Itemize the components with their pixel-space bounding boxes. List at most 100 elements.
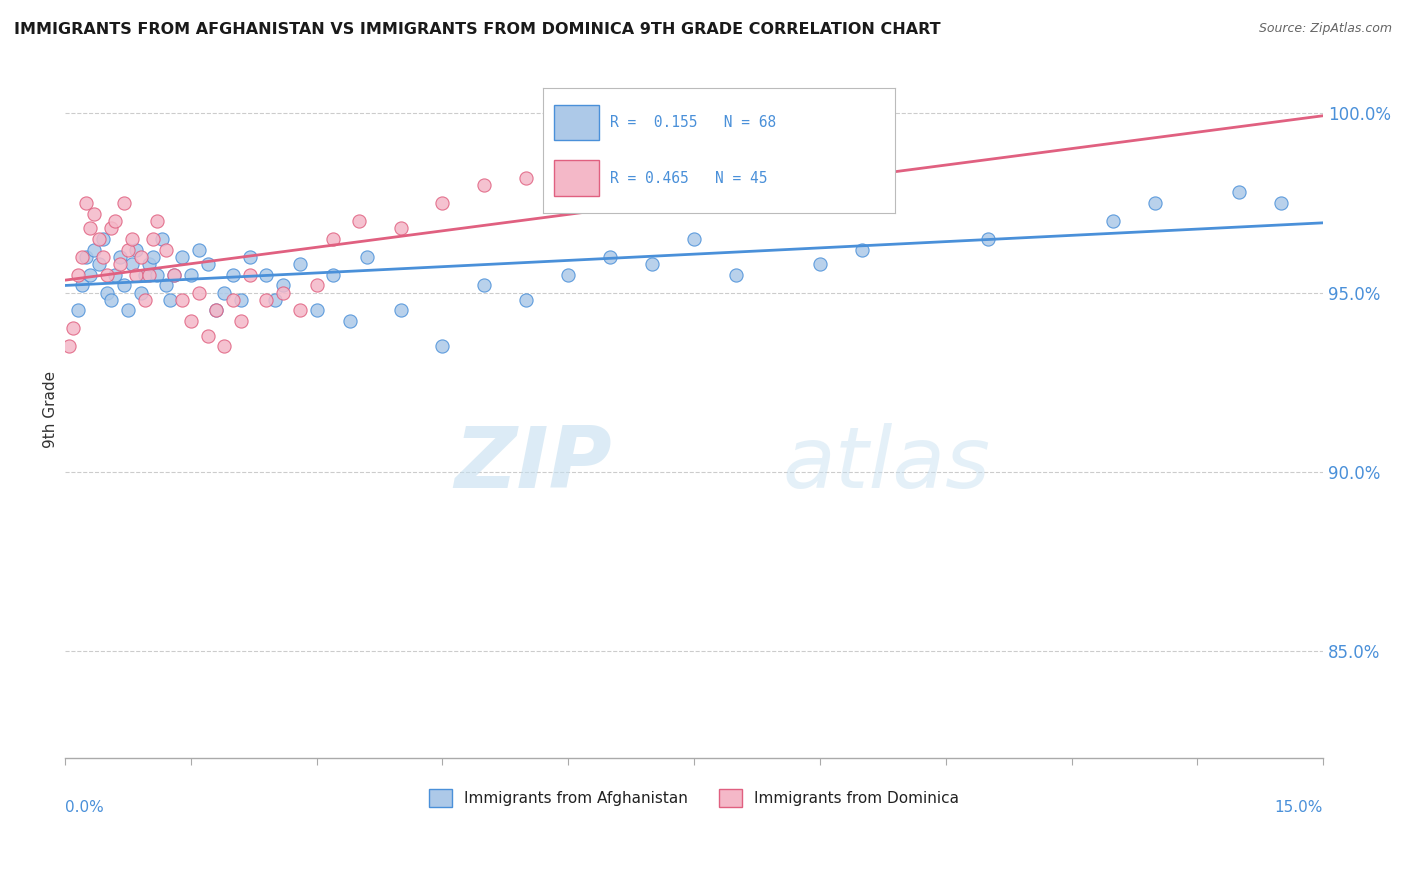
Point	[62, 321, 84, 335]
Point	[70, 278, 93, 293]
Point	[142, 250, 165, 264]
Y-axis label: 9th Grade: 9th Grade	[44, 370, 58, 448]
Point	[66, 268, 89, 282]
Point	[1144, 196, 1167, 211]
Point	[100, 293, 122, 307]
Point	[87, 232, 110, 246]
Point	[347, 214, 370, 228]
Point	[222, 268, 245, 282]
Text: IMMIGRANTS FROM AFGHANISTAN VS IMMIGRANTS FROM DOMINICA 9TH GRADE CORRELATION CH: IMMIGRANTS FROM AFGHANISTAN VS IMMIGRANT…	[14, 22, 941, 37]
Point	[155, 243, 177, 257]
Point	[180, 268, 202, 282]
Point	[641, 257, 664, 271]
Point	[66, 303, 89, 318]
Point	[112, 278, 135, 293]
Point	[129, 285, 152, 300]
Point	[150, 232, 173, 246]
Point	[214, 339, 236, 353]
Text: 0.0%: 0.0%	[65, 800, 104, 815]
Point	[322, 268, 344, 282]
Point	[121, 257, 143, 271]
Point	[851, 243, 873, 257]
Point	[104, 268, 127, 282]
Point	[79, 221, 101, 235]
Point	[188, 243, 211, 257]
Point	[683, 232, 706, 246]
Point	[117, 303, 139, 318]
Point	[108, 250, 131, 264]
Point	[159, 293, 181, 307]
Point	[976, 232, 998, 246]
Point	[263, 293, 285, 307]
Point	[146, 268, 169, 282]
Point	[808, 257, 831, 271]
Point	[83, 243, 105, 257]
Point	[222, 293, 245, 307]
Point	[271, 278, 294, 293]
Point	[75, 250, 97, 264]
Point	[134, 268, 156, 282]
Point	[322, 232, 344, 246]
Point	[254, 268, 277, 282]
Point	[356, 250, 378, 264]
Point	[724, 268, 747, 282]
Point	[389, 303, 412, 318]
Point	[188, 285, 211, 300]
Point	[58, 339, 80, 353]
Point	[271, 285, 294, 300]
Point	[432, 339, 454, 353]
Point	[87, 257, 110, 271]
Point	[125, 243, 148, 257]
Point	[104, 214, 127, 228]
Point	[155, 278, 177, 293]
Point	[91, 232, 114, 246]
Point	[163, 268, 186, 282]
Point	[474, 178, 496, 192]
Point	[254, 293, 277, 307]
Point	[142, 232, 165, 246]
Point	[197, 257, 219, 271]
Point	[1270, 196, 1292, 211]
Point	[305, 303, 328, 318]
Point	[557, 268, 579, 282]
Point	[121, 232, 143, 246]
Point	[389, 221, 412, 235]
Point	[1227, 185, 1250, 199]
Point	[79, 268, 101, 282]
Point	[112, 196, 135, 211]
Point	[96, 285, 118, 300]
Point	[432, 196, 454, 211]
Point	[599, 160, 621, 174]
Point	[125, 268, 148, 282]
Point	[75, 196, 97, 211]
Point	[197, 328, 219, 343]
Point	[83, 207, 105, 221]
Point	[91, 250, 114, 264]
Point	[305, 278, 328, 293]
Point	[205, 303, 228, 318]
Point	[231, 293, 253, 307]
Text: ZIP: ZIP	[454, 424, 613, 507]
Point	[134, 293, 156, 307]
Point	[172, 293, 194, 307]
Point	[557, 196, 579, 211]
Point	[288, 257, 311, 271]
Point	[138, 268, 160, 282]
Point	[239, 268, 262, 282]
Point	[180, 314, 202, 328]
Point	[108, 257, 131, 271]
Text: atlas: atlas	[782, 424, 990, 507]
Point	[100, 221, 122, 235]
Point	[205, 303, 228, 318]
Point	[239, 250, 262, 264]
Point	[1102, 214, 1125, 228]
Point	[474, 278, 496, 293]
Point	[231, 314, 253, 328]
Point	[214, 285, 236, 300]
Point	[117, 243, 139, 257]
Point	[515, 293, 537, 307]
Point	[96, 268, 118, 282]
Point	[172, 250, 194, 264]
Point	[138, 257, 160, 271]
Point	[599, 250, 621, 264]
